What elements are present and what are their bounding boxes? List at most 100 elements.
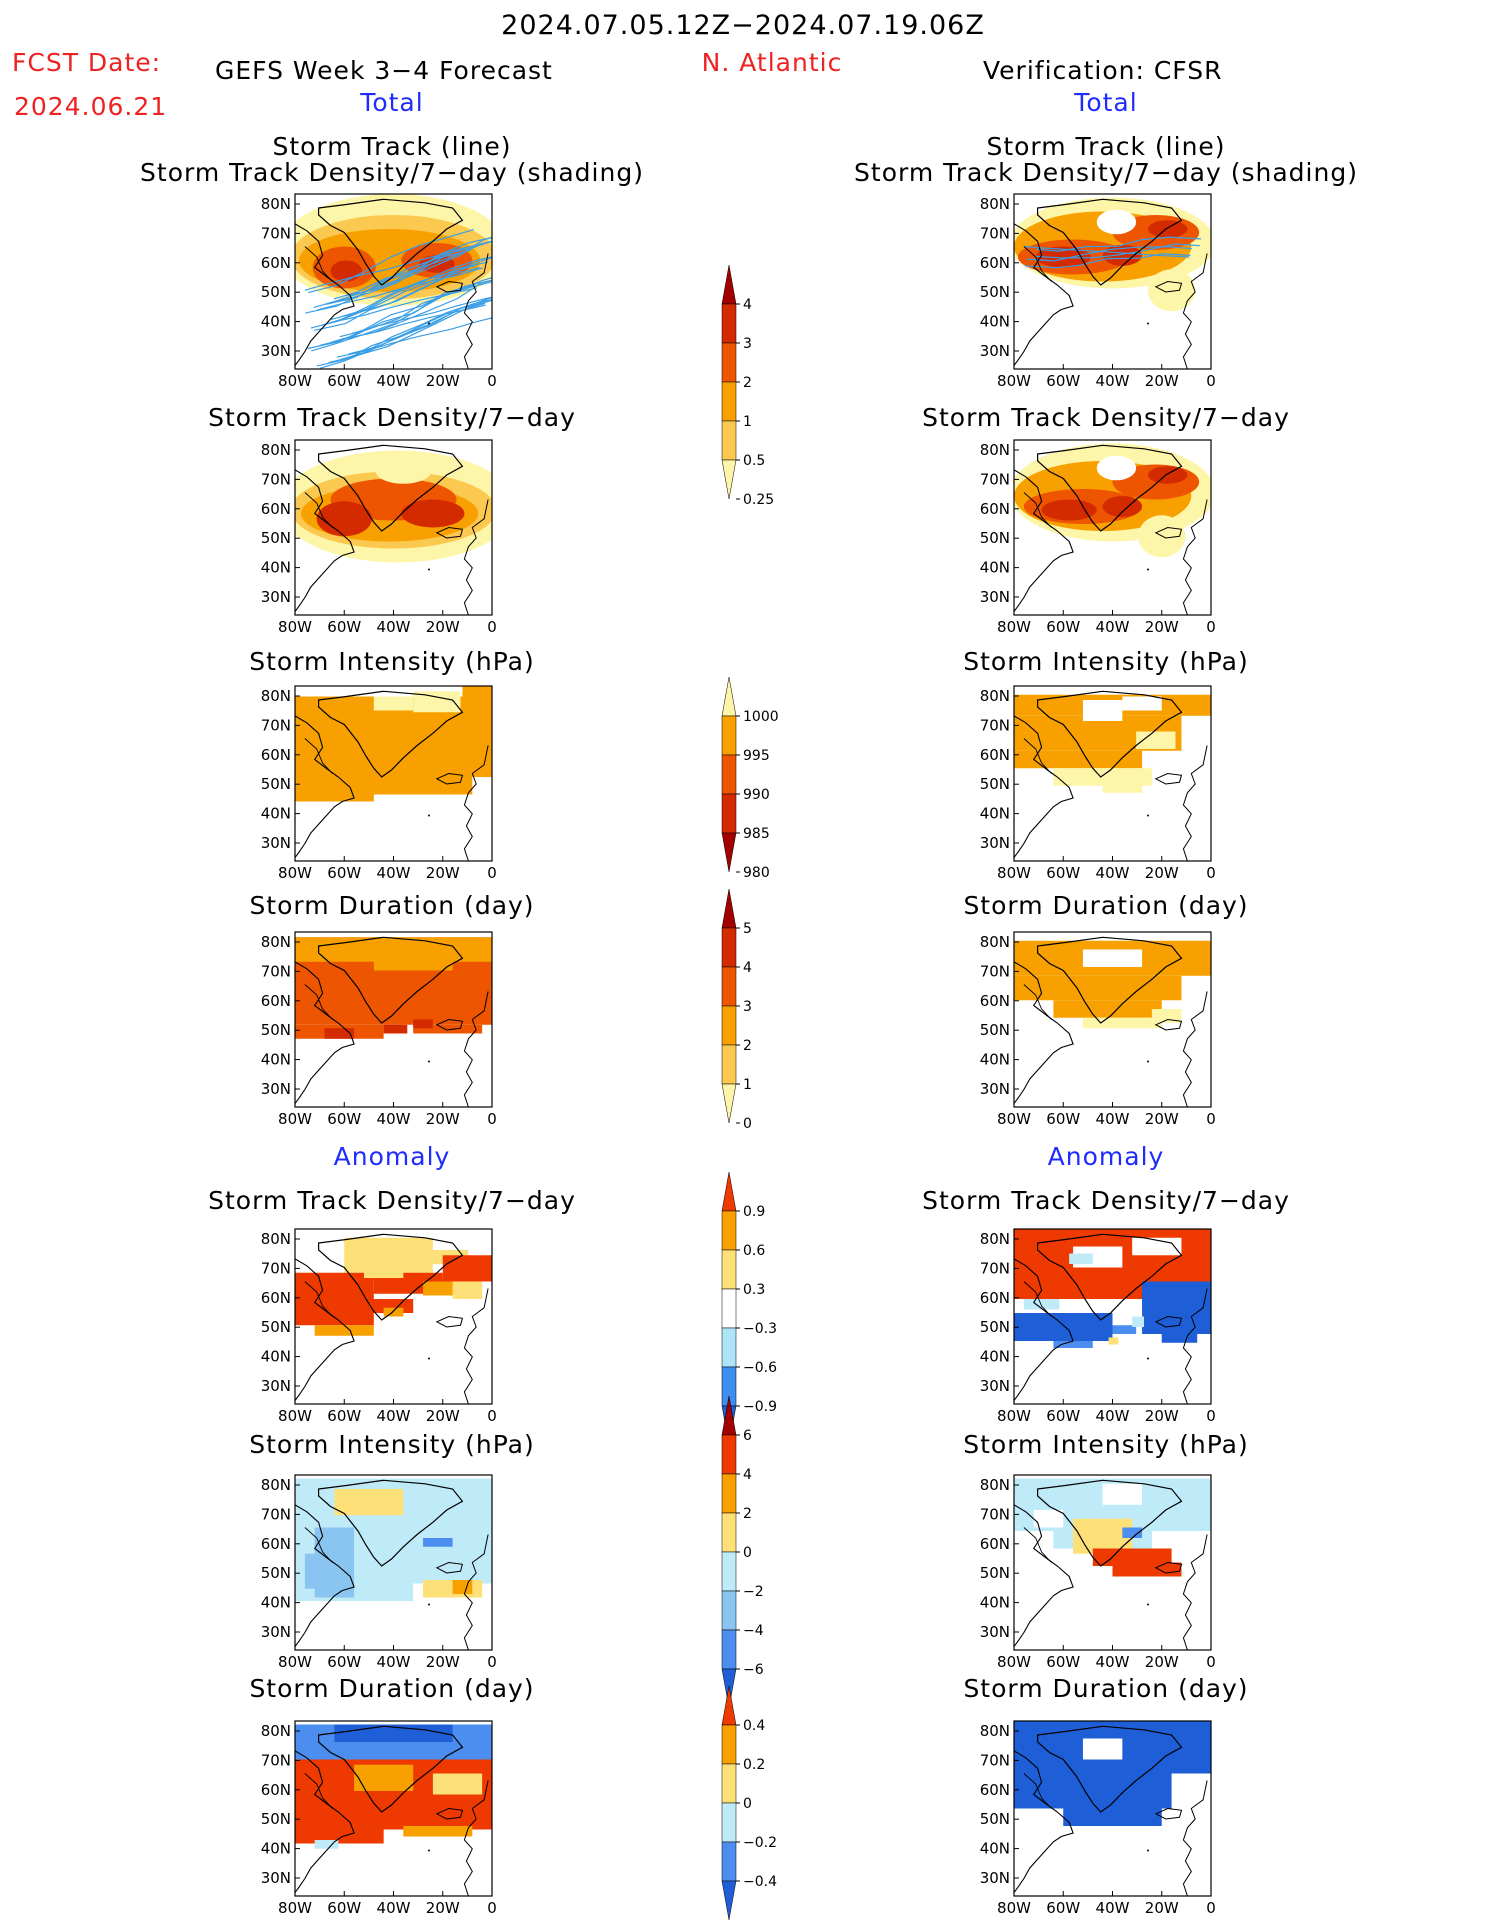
lat-tick-label: 30N bbox=[980, 834, 1010, 852]
colorbar-label: 0 bbox=[743, 1796, 752, 1812]
lat-tick-label: 30N bbox=[980, 342, 1010, 360]
lon-tick-label: 20W bbox=[426, 1407, 460, 1425]
iceland-coastline bbox=[1154, 772, 1183, 785]
lon-tick-label: 40W bbox=[377, 1407, 411, 1425]
north-america-coastline bbox=[295, 469, 355, 612]
lat-tick-label: 70N bbox=[980, 1505, 1010, 1523]
iceland-coastline bbox=[1154, 1807, 1183, 1820]
row4-title-left: Storm Duration (day) bbox=[249, 891, 535, 920]
colorbar-segment bbox=[721, 1288, 737, 1329]
labrador-coastline bbox=[304, 1281, 333, 1317]
north-america-coastline bbox=[295, 1258, 355, 1401]
colorbar-arrow-bottom bbox=[721, 1083, 737, 1124]
colorbar-label: 2 bbox=[743, 375, 752, 391]
colorbar-4: 0.9 0.6 0.3 −0.3 −0.6 −0.9 bbox=[721, 1171, 777, 1446]
lon-tick-label: 60W bbox=[327, 864, 361, 882]
lat-tick-label: 50N bbox=[980, 1318, 1010, 1336]
island-dot bbox=[1146, 1603, 1149, 1606]
colorbar-segment bbox=[721, 1841, 737, 1882]
colorbar-label: 1 bbox=[743, 1077, 752, 1093]
iceland-coastline bbox=[435, 772, 464, 785]
greenland-coastline bbox=[1037, 936, 1183, 1024]
lat-tick-label: 40N bbox=[980, 1840, 1010, 1858]
lat-tick-label: 30N bbox=[261, 834, 291, 852]
colorbar-1: 4 3 2 1 0.5 0.25 bbox=[721, 264, 774, 508]
north-america-coastline bbox=[1014, 961, 1074, 1104]
lat-tick-label: 80N bbox=[980, 195, 1010, 213]
colorbar-segment bbox=[721, 1512, 737, 1553]
lon-tick-label: 60W bbox=[1046, 1899, 1080, 1917]
colorbar-label: 985 bbox=[743, 826, 770, 842]
lon-tick-label: 80W bbox=[278, 1110, 312, 1128]
lat-tick-label: 80N bbox=[261, 441, 291, 459]
europe-coastline bbox=[463, 1780, 489, 1896]
map-panel-r1-left: 80N 70N 60N 50N 40N 30N 80W 60W 40W 20W 0 bbox=[261, 193, 497, 390]
island-dot bbox=[427, 1603, 430, 1606]
row6-title-right: Storm Intensity (hPa) bbox=[963, 1430, 1249, 1459]
colorbar-segment bbox=[721, 754, 737, 795]
row1-title-line1-left: Storm Track (line) bbox=[272, 132, 512, 161]
europe-coastline bbox=[1182, 1288, 1208, 1404]
lat-tick-label: 70N bbox=[980, 470, 1010, 488]
section-total-left: Total bbox=[360, 88, 424, 117]
map-panel-r3-left: 80N 70N 60N 50N 40N 30N 80W 60W 40W 20W 0 bbox=[261, 685, 497, 882]
model-title: GEFS Week 3−4 Forecast bbox=[215, 56, 553, 85]
lon-tick-label: 60W bbox=[327, 372, 361, 390]
lat-tick-label: 30N bbox=[261, 1623, 291, 1641]
europe-coastline bbox=[463, 1288, 489, 1404]
lon-tick-label: 40W bbox=[1096, 1407, 1130, 1425]
colorbar-segment bbox=[721, 793, 737, 834]
colorbar-arrow-top bbox=[721, 1685, 737, 1726]
map-panel-r6-left: 80N 70N 60N 50N 40N 30N 80W 60W 40W 20W 0 bbox=[261, 1474, 497, 1671]
map-panel-r7-right: 80N 70N 60N 50N 40N 30N 80W 60W 40W 20W 0 bbox=[980, 1720, 1216, 1917]
lon-tick-label: 20W bbox=[1145, 372, 1179, 390]
iceland-coastline bbox=[1154, 1018, 1183, 1031]
island-dot bbox=[1146, 814, 1149, 817]
greenland-coastline bbox=[318, 444, 464, 532]
colorbar-3: 5 4 3 2 1 0 bbox=[721, 888, 752, 1132]
island-dot bbox=[1146, 1357, 1149, 1360]
lat-tick-label: 50N bbox=[261, 1564, 291, 1582]
lon-tick-label: 80W bbox=[997, 618, 1031, 636]
iceland-coastline bbox=[435, 526, 464, 539]
north-america-coastline bbox=[1014, 469, 1074, 612]
lat-tick-label: 50N bbox=[980, 1564, 1010, 1582]
lon-tick-label: 80W bbox=[997, 372, 1031, 390]
lon-tick-label: 0 bbox=[1206, 1899, 1216, 1917]
colorbar-label: 990 bbox=[743, 787, 770, 803]
map-shading bbox=[1014, 1475, 1211, 1650]
labrador-coastline bbox=[304, 1773, 333, 1809]
storm-track-line bbox=[351, 296, 492, 335]
lat-tick-label: 60N bbox=[261, 500, 291, 518]
colorbar-label: 0.5 bbox=[743, 453, 765, 469]
lat-tick-label: 70N bbox=[980, 1751, 1010, 1769]
colorbar-label: 0.6 bbox=[743, 1243, 765, 1259]
lon-tick-label: 80W bbox=[997, 1407, 1031, 1425]
lat-tick-label: 30N bbox=[261, 1377, 291, 1395]
lon-tick-label: 20W bbox=[1145, 1110, 1179, 1128]
labrador-coastline bbox=[304, 492, 333, 528]
iceland-coastline bbox=[435, 1315, 464, 1328]
lat-tick-label: 60N bbox=[980, 746, 1010, 764]
storm-track-line bbox=[319, 304, 486, 369]
lat-tick-label: 60N bbox=[980, 254, 1010, 272]
map-panel-r4-left: 80N 70N 60N 50N 40N 30N 80W 60W 40W 20W 0 bbox=[261, 931, 497, 1128]
lat-tick-label: 80N bbox=[261, 1722, 291, 1740]
lon-tick-label: 40W bbox=[1096, 372, 1130, 390]
colorbar-segment bbox=[721, 1590, 737, 1631]
storm-track-line bbox=[311, 287, 477, 352]
lon-tick-label: 40W bbox=[1096, 1110, 1130, 1128]
colorbar-label: 1000 bbox=[743, 709, 779, 725]
storm-track-line bbox=[305, 249, 471, 314]
colorbar-label: −0.6 bbox=[743, 1360, 777, 1376]
storm-track-line bbox=[343, 279, 492, 340]
lat-tick-label: 60N bbox=[261, 1535, 291, 1553]
labrador-coastline bbox=[304, 1527, 333, 1563]
island-dot bbox=[1146, 1849, 1149, 1852]
lat-tick-label: 60N bbox=[261, 746, 291, 764]
lat-tick-label: 50N bbox=[261, 775, 291, 793]
storm-track-line bbox=[308, 229, 474, 294]
lat-tick-label: 50N bbox=[261, 1810, 291, 1828]
lon-tick-label: 40W bbox=[377, 618, 411, 636]
europe-coastline bbox=[463, 1534, 489, 1650]
